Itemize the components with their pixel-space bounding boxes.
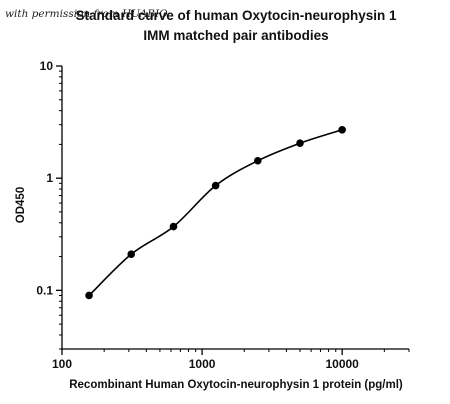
data-point: [338, 125, 346, 134]
y-tick-label: 0.1: [36, 283, 53, 297]
watermark: with permission from HUABIO: [5, 8, 168, 20]
x-tick-label: 10000: [325, 357, 359, 371]
y-tick-label: 10: [40, 59, 54, 73]
data-point: [296, 139, 304, 148]
y-axis-label: OD450: [15, 187, 27, 223]
data-point: [211, 181, 220, 190]
x-tick-label: 1000: [189, 357, 216, 371]
y-tick-label: 1: [46, 171, 53, 185]
x-tick-label: 100: [52, 357, 72, 371]
fit-curve: [88, 129, 343, 297]
data-point: [254, 156, 262, 165]
data-point: [85, 291, 93, 300]
chart-title-line-2: IMM matched pair antibodies: [143, 28, 328, 43]
x-axis-label: Recombinant Human Oxytocin-neurophysin 1…: [69, 379, 403, 391]
data-point: [169, 222, 178, 231]
data-point: [127, 250, 136, 259]
chart-title-line-1: Standard curve of human Oxytocin-neuroph…: [75, 8, 397, 23]
plot-area: 0.1 1 10 100 1000 10000: [36, 59, 410, 371]
